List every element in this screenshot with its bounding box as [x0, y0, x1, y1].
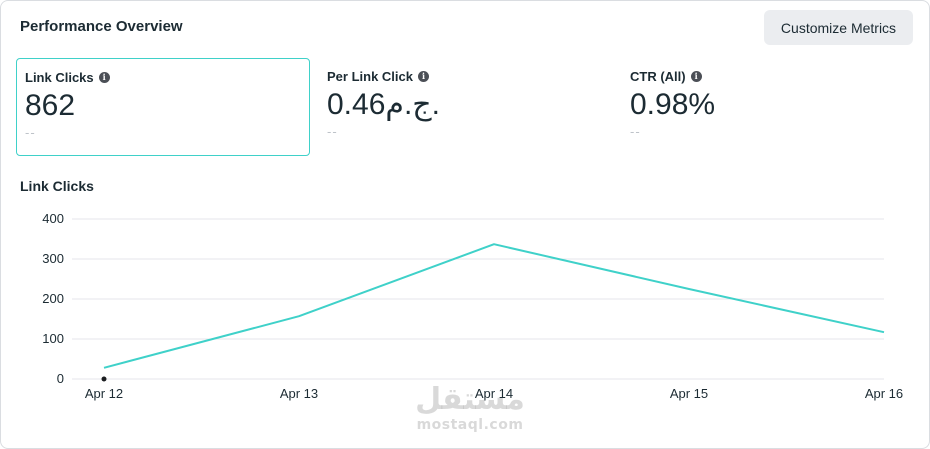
data-point[interactable]: [878, 326, 890, 338]
metric-label: CTR (All) i: [630, 68, 908, 84]
metric-card-ctr-all[interactable]: CTR (All) i 0.98% --: [622, 58, 916, 156]
watermark-arabic: مستقل: [415, 382, 525, 417]
data-point[interactable]: [98, 362, 110, 374]
series-line: [103, 243, 885, 369]
metric-compare: --: [25, 125, 36, 140]
info-icon[interactable]: i: [690, 70, 702, 82]
x-tick-label: Apr 16: [865, 386, 903, 401]
x-tick-label: Apr 15: [670, 386, 708, 401]
metric-label-text: Link Clicks: [25, 69, 94, 85]
x-tick-label: Apr 13: [280, 386, 318, 401]
chart-title: Link Clicks: [20, 178, 94, 194]
x-axis-origin-dot: [101, 376, 107, 382]
metric-card-per-link-click[interactable]: Per Link Click i 0.46ج.م. --: [319, 58, 613, 156]
info-icon[interactable]: i: [98, 71, 110, 83]
y-tick-label: 400: [42, 211, 64, 226]
metric-card-link-clicks[interactable]: Link Clicks i 862 --: [16, 58, 310, 156]
metric-label-text: Per Link Click: [327, 68, 413, 84]
info-icon[interactable]: i: [417, 70, 429, 82]
watermark-latin: mostaql.com: [416, 417, 524, 433]
watermark-logo: مستقل mostaql.com: [410, 382, 530, 434]
metric-label: Per Link Click i: [327, 68, 605, 84]
x-tick-label: Apr 14: [475, 386, 513, 401]
y-tick-label: 0: [57, 371, 64, 386]
metric-value: 0.46ج.م.: [327, 88, 441, 121]
metric-value: 862: [25, 89, 76, 122]
metric-label: Link Clicks i: [25, 69, 301, 85]
data-point[interactable]: [683, 283, 695, 295]
y-tick-label: 100: [42, 331, 64, 346]
x-tick-label: Apr 12: [85, 386, 123, 401]
data-point[interactable]: [488, 238, 500, 250]
metric-value: 0.98%: [630, 88, 716, 121]
customize-metrics-button[interactable]: Customize Metrics: [764, 10, 913, 45]
y-tick-label: 300: [42, 251, 64, 266]
metric-compare: --: [327, 124, 338, 139]
panel-title: Performance Overview: [20, 18, 183, 35]
data-point[interactable]: [293, 310, 305, 322]
metric-label-text: CTR (All): [630, 68, 686, 84]
y-tick-label: 200: [42, 291, 64, 306]
metric-compare: --: [630, 124, 641, 139]
